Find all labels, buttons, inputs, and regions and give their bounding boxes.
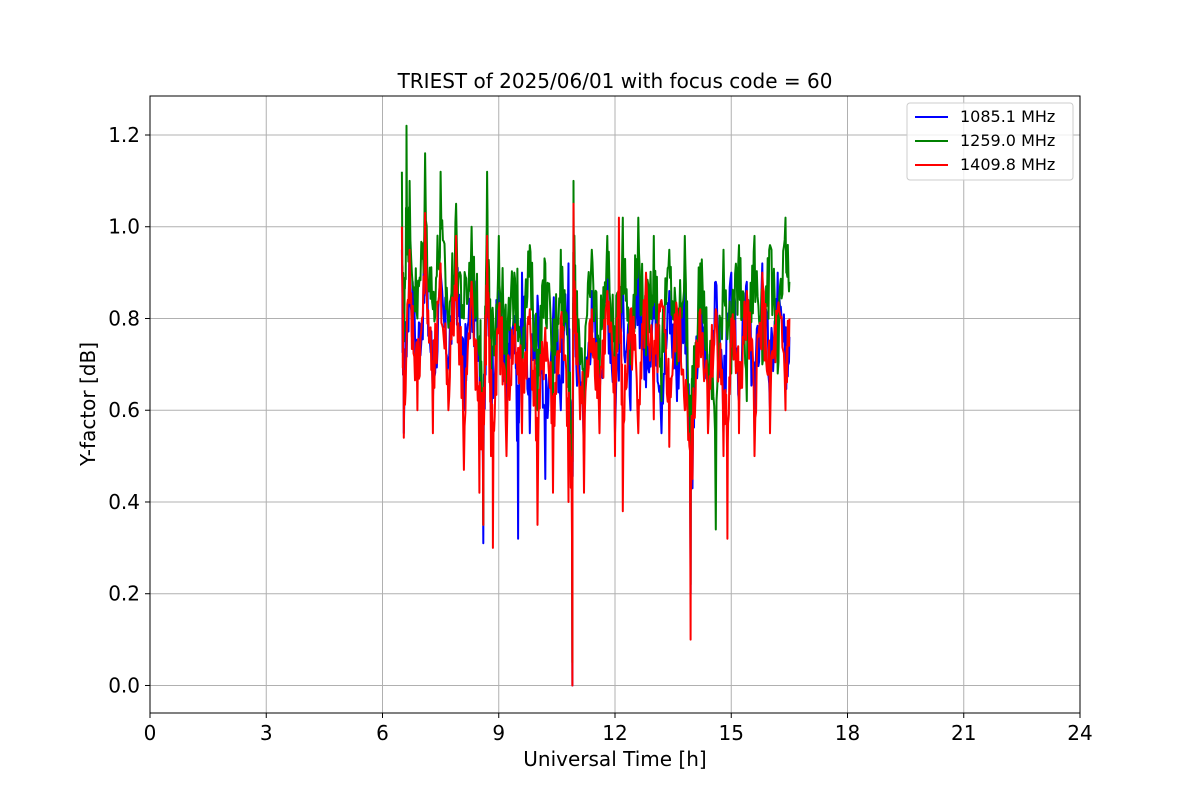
series-line-1 bbox=[400, 124, 791, 664]
y-tick-label: 1.0 bbox=[108, 215, 140, 239]
x-axis: 0 3 6 9 12 15 18 21 24 bbox=[144, 713, 1093, 745]
legend: 1085.1 MHz 1259.0 MHz 1409.8 MHz bbox=[906, 102, 1074, 181]
x-tick-label: 6 bbox=[376, 721, 389, 745]
series-line-2 bbox=[400, 202, 791, 687]
legend-label: 1259.0 MHz bbox=[960, 131, 1055, 150]
legend-label: 1409.8 MHz bbox=[960, 155, 1055, 174]
y-tick-label: 0.2 bbox=[108, 582, 140, 606]
x-tick-label: 24 bbox=[1067, 721, 1092, 745]
x-tick-label: 12 bbox=[602, 721, 627, 745]
x-tick-label: 21 bbox=[951, 721, 976, 745]
x-tick-label: 9 bbox=[492, 721, 505, 745]
y-tick-label: 1.2 bbox=[108, 123, 140, 147]
y-tick-label: 0.8 bbox=[108, 306, 140, 330]
legend-box bbox=[906, 102, 1074, 181]
y-tick-label: 0.4 bbox=[108, 490, 140, 514]
y-axis: 0.0 0.2 0.4 0.6 0.8 1.0 1.2 bbox=[108, 123, 150, 697]
y-tick-label: 0.6 bbox=[108, 398, 140, 422]
series-layer bbox=[400, 124, 791, 687]
y-axis-title: Y-factor [dB] bbox=[76, 342, 100, 467]
x-axis-title: Universal Time [h] bbox=[523, 747, 706, 771]
x-tick-label: 3 bbox=[260, 721, 273, 745]
y-tick-label: 0.0 bbox=[108, 673, 140, 697]
x-tick-label: 0 bbox=[144, 721, 157, 745]
x-tick-label: 18 bbox=[835, 721, 860, 745]
chart-title: TRIEST of 2025/06/01 with focus code = 6… bbox=[397, 69, 833, 93]
x-tick-label: 15 bbox=[719, 721, 744, 745]
legend-label: 1085.1 MHz bbox=[960, 107, 1055, 126]
